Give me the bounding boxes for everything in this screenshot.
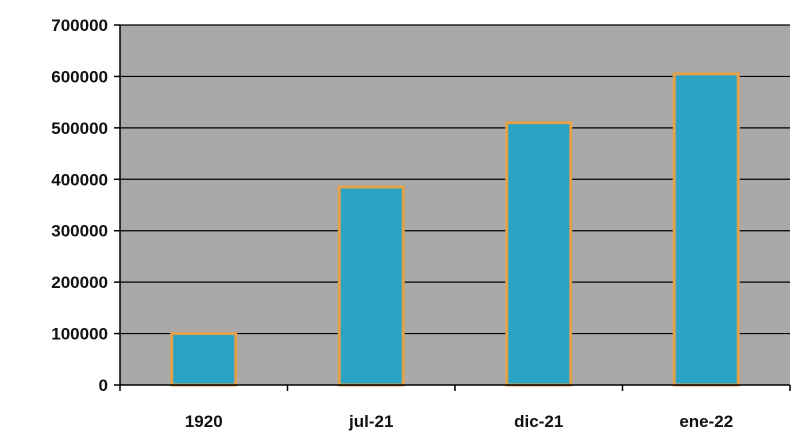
y-tick-label: 700000 — [51, 16, 108, 35]
x-tick-label: jul-21 — [348, 412, 393, 431]
y-tick-label: 500000 — [51, 119, 108, 138]
x-tick-label: 1920 — [185, 412, 223, 431]
y-tick-label: 300000 — [51, 222, 108, 241]
y-tick-label: 600000 — [51, 67, 108, 86]
y-axis: 0 100000 200000 300000 400000 500000 600000 700… — [51, 16, 121, 395]
y-tick-label: 100000 — [51, 325, 108, 344]
bar-dic-21 — [505, 121, 573, 387]
x-axis: 1920 jul-21 dic-21 ene-22 — [119, 384, 791, 431]
y-tick-label: 0 — [99, 376, 108, 395]
y-tick-label: 400000 — [51, 170, 108, 189]
x-tick-label: dic-21 — [514, 412, 563, 431]
y-tick-label: 200000 — [51, 273, 108, 292]
x-tick-label: ene-22 — [679, 412, 733, 431]
bar-1920 — [170, 332, 238, 387]
bar-jul-21 — [337, 185, 405, 387]
bar-ene-22 — [672, 72, 740, 387]
